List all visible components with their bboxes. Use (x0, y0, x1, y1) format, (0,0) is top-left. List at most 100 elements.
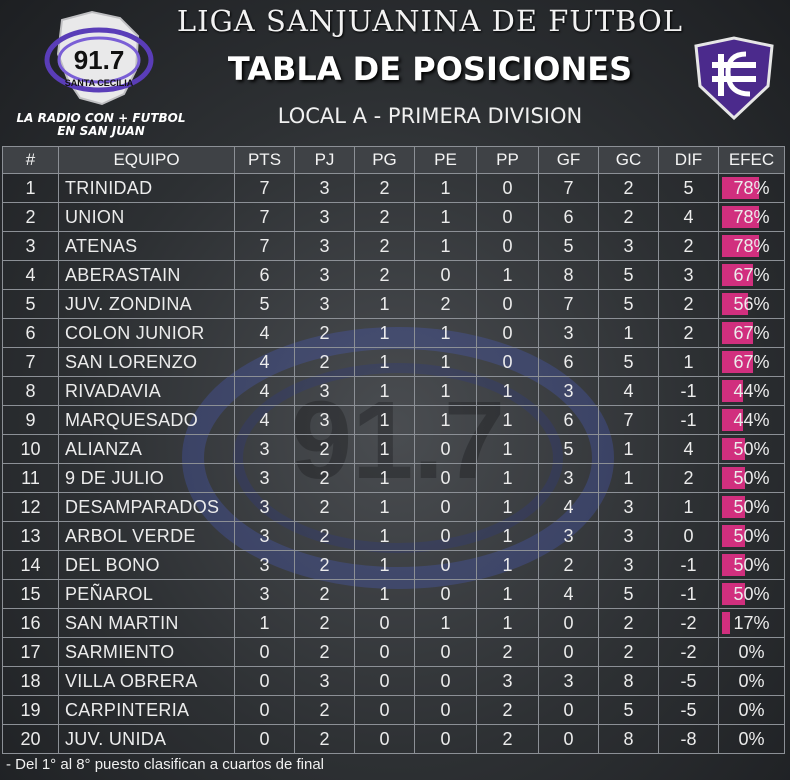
cell-gf: 5 (538, 434, 599, 464)
cell-team: DESAMPARADOS (58, 492, 235, 522)
cell-pe: 1 (414, 318, 477, 348)
table-row: 16 SAN MARTIN 1 2 0 1 1 0 2 -2 17% (2, 608, 785, 638)
cell-team: ABERASTAIN (58, 260, 235, 290)
cell-dif: 2 (658, 463, 719, 493)
cell-team: 9 DE JULIO (58, 463, 235, 493)
table-row: 9 MARQUESADO 4 3 1 1 1 6 7 -1 44% (2, 405, 785, 435)
cell-pe: 2 (414, 289, 477, 319)
table-header-row: # EQUIPO PTS PJ PG PE PP GF GC DIF EFEC (2, 146, 785, 174)
cell-pp: 2 (476, 724, 539, 754)
cell-pts: 0 (234, 724, 295, 754)
cell-dif: 2 (658, 289, 719, 319)
cell-gc: 7 (598, 405, 659, 435)
cell-pos: 5 (2, 289, 59, 319)
cell-pts: 7 (234, 231, 295, 261)
cell-pos: 12 (2, 492, 59, 522)
cell-gc: 5 (598, 260, 659, 290)
cell-pj: 3 (294, 666, 355, 696)
cell-pe: 1 (414, 608, 477, 638)
cell-team: JUV. ZONDINA (58, 289, 235, 319)
col-header-team: EQUIPO (58, 146, 235, 174)
cell-pe: 0 (414, 579, 477, 609)
cell-pp: 1 (476, 608, 539, 638)
cell-dif: 2 (658, 231, 719, 261)
cell-gc: 5 (598, 289, 659, 319)
cell-team: DEL BONO (58, 550, 235, 580)
radio-slogan: LA RADIO CON + FUTBOL EN SAN JUAN (16, 111, 186, 138)
page-title: TABLA DE POSICIONES (227, 50, 633, 88)
cell-gf: 3 (538, 463, 599, 493)
cell-pj: 2 (294, 318, 355, 348)
cell-pe: 0 (414, 550, 477, 580)
cell-team: JUV. UNIDA (58, 724, 235, 754)
cell-pp: 0 (476, 231, 539, 261)
cell-dif: -2 (658, 637, 719, 667)
cell-gc: 4 (598, 376, 659, 406)
cell-pg: 0 (354, 637, 415, 667)
cell-pg: 2 (354, 260, 415, 290)
efec-value: 50% (733, 554, 770, 575)
table-row: 1 TRINIDAD 7 3 2 1 0 7 2 5 78% (2, 173, 785, 203)
cell-pe: 0 (414, 521, 477, 551)
cell-pp: 1 (476, 492, 539, 522)
cell-gf: 0 (538, 724, 599, 754)
table-row: 14 DEL BONO 3 2 1 0 1 2 3 -1 50% (2, 550, 785, 580)
col-header-pj: PJ (294, 146, 355, 174)
table-row: 17 SARMIENTO 0 2 0 0 2 0 2 -2 0% (2, 637, 785, 667)
cell-team: ARBOL VERDE (58, 521, 235, 551)
cell-pp: 1 (476, 434, 539, 464)
cell-pos: 16 (2, 608, 59, 638)
efec-value: 17% (733, 612, 770, 633)
cell-gf: 7 (538, 289, 599, 319)
cell-team: RIVADAVIA (58, 376, 235, 406)
col-header-gf: GF (538, 146, 599, 174)
efec-value: 56% (733, 293, 770, 314)
efec-bar (722, 496, 746, 518)
col-header-pp: PP (476, 146, 539, 174)
cell-dif: -5 (658, 666, 719, 696)
efec-value: 0% (738, 699, 765, 720)
cell-pts: 3 (234, 463, 295, 493)
cell-pp: 2 (476, 637, 539, 667)
cell-pe: 0 (414, 637, 477, 667)
cell-team: CARPINTERIA (58, 695, 235, 725)
cell-pg: 1 (354, 579, 415, 609)
cell-pts: 4 (234, 347, 295, 377)
cell-pts: 5 (234, 289, 295, 319)
cell-pos: 4 (2, 260, 59, 290)
cell-gf: 3 (538, 666, 599, 696)
efec-value: 50% (733, 467, 770, 488)
cell-gc: 3 (598, 550, 659, 580)
cell-pg: 0 (354, 608, 415, 638)
cell-pp: 1 (476, 463, 539, 493)
cell-gc: 2 (598, 637, 659, 667)
radio-frequency: 91.7 (74, 45, 125, 75)
table-row: 19 CARPINTERIA 0 2 0 0 2 0 5 -5 0% (2, 695, 785, 725)
cell-gf: 8 (538, 260, 599, 290)
cell-pp: 1 (476, 260, 539, 290)
cell-efec: 0% (718, 695, 785, 725)
efec-bar (722, 525, 746, 547)
cell-efec: 0% (718, 724, 785, 754)
cell-pe: 0 (414, 463, 477, 493)
cell-pos: 14 (2, 550, 59, 580)
cell-efec: 67% (718, 260, 785, 290)
cell-pts: 4 (234, 318, 295, 348)
cell-pts: 1 (234, 608, 295, 638)
cell-team: UNION (58, 202, 235, 232)
cell-gf: 3 (538, 376, 599, 406)
cell-pg: 1 (354, 521, 415, 551)
efec-value: 0% (738, 641, 765, 662)
cell-gf: 3 (538, 318, 599, 348)
col-header-pe: PE (414, 146, 477, 174)
cell-efec: 67% (718, 347, 785, 377)
cell-team: COLON JUNIOR (58, 318, 235, 348)
cell-pts: 6 (234, 260, 295, 290)
cell-pe: 1 (414, 202, 477, 232)
cell-pos: 3 (2, 231, 59, 261)
cell-gf: 2 (538, 550, 599, 580)
cell-pe: 0 (414, 492, 477, 522)
cell-pe: 1 (414, 173, 477, 203)
efec-value: 50% (733, 583, 770, 604)
cell-pg: 1 (354, 492, 415, 522)
